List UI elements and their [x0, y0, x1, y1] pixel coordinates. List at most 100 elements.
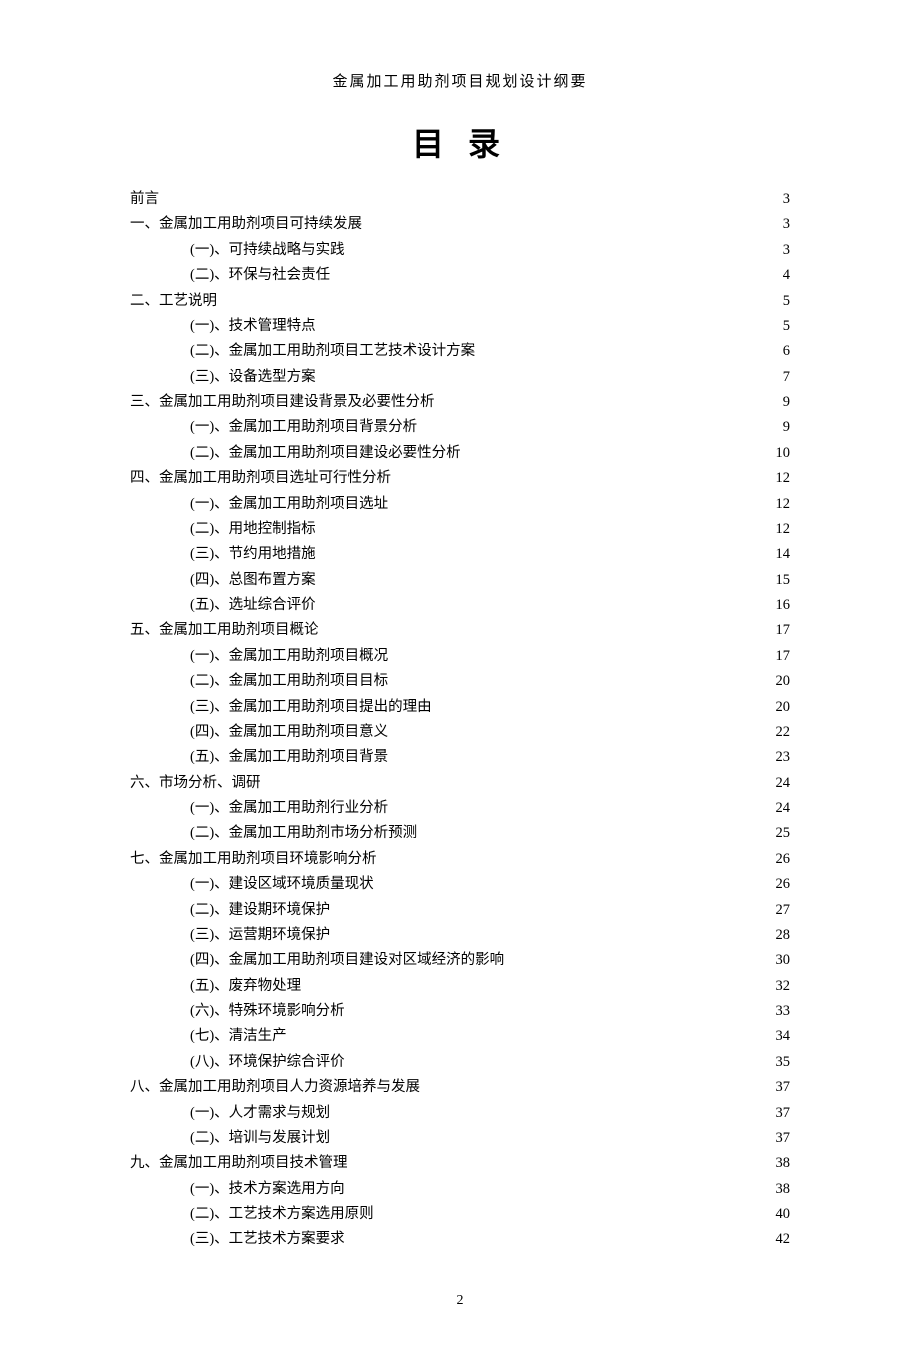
toc-entry: 八、金属加工用助剂项目人力资源培养与发展 37 [130, 1075, 790, 1100]
toc-entry: (三)、运营期环境保护 28 [190, 923, 790, 948]
toc-entry-label: (八)、环境保护综合评价 [190, 1050, 345, 1075]
toc-entry-page: 30 [776, 948, 791, 973]
toc-entry-label: (二)、金属加工用助剂项目目标 [190, 669, 388, 694]
toc-entry-label: (四)、金属加工用助剂项目意义 [190, 720, 388, 745]
toc-entry-label: (一)、人才需求与规划 [190, 1101, 330, 1126]
toc-title: 目 录 [130, 119, 790, 165]
toc-entry: (二)、建设期环境保护 27 [190, 898, 790, 923]
toc-list: 前言3一、金属加工用助剂项目可持续发展3(一)、可持续战略与实践3(二)、环保与… [130, 187, 790, 1253]
toc-entry: 六、市场分析、调研 24 [130, 771, 790, 796]
toc-entry-page: 34 [776, 1024, 791, 1049]
toc-entry-label: 六、市场分析、调研 [130, 771, 261, 796]
toc-entry: 四、金属加工用助剂项目选址可行性分析12 [130, 466, 790, 491]
toc-entry-label: (二)、培训与发展计划 [190, 1126, 330, 1151]
toc-entry-label: (五)、废弃物处理 [190, 974, 301, 999]
toc-entry-label: 八、金属加工用助剂项目人力资源培养与发展 [130, 1075, 420, 1100]
toc-entry-label: (一)、金属加工用助剂项目概况 [190, 644, 388, 669]
toc-entry: (二)、金属加工用助剂项目工艺技术设计方案 6 [190, 339, 790, 364]
toc-entry-label: 四、金属加工用助剂项目选址可行性分析 [130, 466, 391, 491]
toc-entry-page: 3 [783, 187, 790, 212]
toc-entry-page: 3 [783, 212, 790, 237]
toc-entry-label: (二)、金属加工用助剂项目建设必要性分析 [190, 441, 461, 466]
toc-entry-label: 二、工艺说明 [130, 289, 217, 314]
toc-entry-label: (一)、建设区域环境质量现状 [190, 872, 374, 897]
toc-entry-page: 24 [776, 796, 791, 821]
toc-entry-page: 4 [783, 263, 790, 288]
toc-entry: 七、金属加工用助剂项目环境影响分析 26 [130, 847, 790, 872]
toc-entry-label: (一)、金属加工用助剂项目背景分析 [190, 415, 417, 440]
toc-entry-page: 38 [776, 1151, 791, 1176]
toc-entry: 九、金属加工用助剂项目技术管理 38 [130, 1151, 790, 1176]
toc-entry-page: 24 [776, 771, 791, 796]
toc-entry: (一)、金属加工用助剂项目选址12 [190, 492, 790, 517]
toc-entry: 五、金属加工用助剂项目概论 17 [130, 618, 790, 643]
toc-entry-page: 28 [776, 923, 791, 948]
toc-entry: (三)、金属加工用助剂项目提出的理由 20 [190, 695, 790, 720]
toc-entry-page: 37 [776, 1075, 791, 1100]
toc-entry-page: 20 [776, 695, 791, 720]
toc-entry: (四)、总图布置方案15 [190, 568, 790, 593]
toc-entry: (三)、节约用地措施 14 [190, 542, 790, 567]
toc-entry-page: 9 [783, 415, 790, 440]
toc-entry-page: 7 [783, 365, 790, 390]
toc-entry: (四)、金属加工用助剂项目建设对区域经济的影响30 [190, 948, 790, 973]
toc-entry-page: 14 [776, 542, 791, 567]
toc-entry-label: 前言 [130, 187, 159, 212]
toc-entry-page: 25 [776, 821, 791, 846]
toc-entry-label: (五)、金属加工用助剂项目背景 [190, 745, 388, 770]
toc-entry-label: (三)、设备选型方案 [190, 365, 316, 390]
toc-entry: (五)、金属加工用助剂项目背景23 [190, 745, 790, 770]
toc-entry: (二)、环保与社会责任 4 [190, 263, 790, 288]
toc-entry: (一)、可持续战略与实践3 [190, 238, 790, 263]
page-number: 2 [130, 1293, 790, 1309]
toc-entry-page: 26 [776, 847, 791, 872]
toc-entry-label: 九、金属加工用助剂项目技术管理 [130, 1151, 348, 1176]
toc-entry: (五)、废弃物处理 32 [190, 974, 790, 999]
toc-entry-label: (三)、运营期环境保护 [190, 923, 330, 948]
toc-entry-label: (三)、工艺技术方案要求 [190, 1227, 345, 1252]
toc-entry: (五)、选址综合评价 16 [190, 593, 790, 618]
toc-entry-page: 10 [776, 441, 791, 466]
toc-entry-page: 6 [783, 339, 790, 364]
toc-entry-label: (一)、技术管理特点 [190, 314, 316, 339]
toc-entry-label: (五)、选址综合评价 [190, 593, 316, 618]
toc-entry: (二)、用地控制指标 12 [190, 517, 790, 542]
toc-entry-label: (一)、金属加工用助剂行业分析 [190, 796, 388, 821]
toc-entry: (一)、金属加工用助剂项目概况 17 [190, 644, 790, 669]
toc-entry-label: (一)、技术方案选用方向 [190, 1177, 345, 1202]
toc-entry: 一、金属加工用助剂项目可持续发展 3 [130, 212, 790, 237]
toc-entry-page: 32 [776, 974, 791, 999]
toc-entry: (一)、人才需求与规划 37 [190, 1101, 790, 1126]
toc-entry-page: 38 [776, 1177, 791, 1202]
toc-entry-label: (二)、建设期环境保护 [190, 898, 330, 923]
toc-entry: (二)、金属加工用助剂项目目标20 [190, 669, 790, 694]
toc-entry-page: 16 [776, 593, 791, 618]
toc-entry-label: (三)、金属加工用助剂项目提出的理由 [190, 695, 432, 720]
toc-entry-label: 一、金属加工用助剂项目可持续发展 [130, 212, 362, 237]
toc-entry-page: 37 [776, 1101, 791, 1126]
toc-entry-label: (三)、节约用地措施 [190, 542, 316, 567]
toc-entry-page: 5 [783, 314, 790, 339]
toc-entry-page: 17 [776, 618, 791, 643]
toc-entry: (一)、金属加工用助剂行业分析 24 [190, 796, 790, 821]
toc-entry: 三、金属加工用助剂项目建设背景及必要性分析9 [130, 390, 790, 415]
toc-entry-label: (七)、清洁生产 [190, 1024, 287, 1049]
toc-entry-label: 五、金属加工用助剂项目概论 [130, 618, 319, 643]
toc-entry-label: 七、金属加工用助剂项目环境影响分析 [130, 847, 377, 872]
toc-entry: (四)、金属加工用助剂项目意义22 [190, 720, 790, 745]
toc-entry-page: 17 [776, 644, 791, 669]
toc-entry-label: (二)、环保与社会责任 [190, 263, 330, 288]
toc-entry-page: 33 [776, 999, 791, 1024]
document-header: 金属加工用助剂项目规划设计纲要 [130, 70, 790, 91]
toc-entry-page: 27 [776, 898, 791, 923]
toc-entry-label: (二)、金属加工用助剂市场分析预测 [190, 821, 417, 846]
toc-entry-label: (二)、金属加工用助剂项目工艺技术设计方案 [190, 339, 475, 364]
toc-entry: (三)、工艺技术方案要求42 [190, 1227, 790, 1252]
toc-entry-label: (二)、用地控制指标 [190, 517, 316, 542]
toc-entry-page: 12 [776, 517, 791, 542]
toc-entry: (二)、金属加工用助剂项目建设必要性分析 10 [190, 441, 790, 466]
toc-entry: (二)、金属加工用助剂市场分析预测 25 [190, 821, 790, 846]
toc-entry-page: 3 [783, 238, 790, 263]
toc-entry-page: 26 [776, 872, 791, 897]
toc-entry-page: 5 [783, 289, 790, 314]
